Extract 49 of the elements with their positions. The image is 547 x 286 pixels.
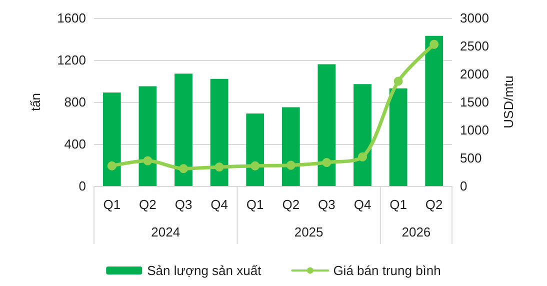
y-tick-label: 1200 xyxy=(57,52,86,68)
y-tick-label: 400 xyxy=(64,136,86,152)
bar xyxy=(318,64,336,186)
x-tick-label: Q4 xyxy=(354,197,372,212)
y2-tick-label: 1500 xyxy=(460,94,489,110)
x-tick-label: Q4 xyxy=(210,197,228,212)
point xyxy=(430,40,439,49)
point xyxy=(179,164,188,174)
x-tick-label: Q1 xyxy=(390,197,407,212)
point xyxy=(143,156,152,166)
bar xyxy=(210,78,228,186)
bar xyxy=(246,114,264,186)
x-tick-label: Q1 xyxy=(103,197,121,212)
point xyxy=(394,76,403,86)
y-tick-label: 800 xyxy=(64,94,86,110)
x-tick-label: Q3 xyxy=(174,197,192,212)
y2-tick-label: 500 xyxy=(460,150,482,166)
point xyxy=(358,152,367,162)
y-tick-label: 1600 xyxy=(57,10,86,26)
point xyxy=(322,158,332,167)
bar xyxy=(282,107,300,186)
point xyxy=(286,160,296,170)
y2-tick-label: 1000 xyxy=(460,122,489,138)
x-tick-label: Q3 xyxy=(318,197,336,212)
y-tick-label: 0 xyxy=(78,178,86,194)
y2-tick-label: 2000 xyxy=(460,66,489,82)
bar xyxy=(174,74,192,186)
x-tick-label: Q2 xyxy=(282,197,300,212)
point xyxy=(107,161,116,170)
y2-tick-label: 2500 xyxy=(460,38,489,54)
bar xyxy=(425,36,444,186)
x-tick-label: Q2 xyxy=(425,197,443,212)
text: 2024 xyxy=(151,224,180,240)
x-tick-label: Q2 xyxy=(139,197,156,212)
bar xyxy=(354,84,372,186)
bar xyxy=(389,88,408,186)
point xyxy=(250,161,260,170)
y-axis-title: tấn xyxy=(28,92,43,112)
text: 2025 xyxy=(294,224,324,240)
x-tick-label: Q1 xyxy=(246,197,264,212)
point xyxy=(214,162,224,172)
y2-axis-title: USD/mtu xyxy=(501,76,516,128)
bar xyxy=(102,92,121,186)
bar xyxy=(138,86,157,186)
legend-label: Sản lượng sản xuất xyxy=(147,263,262,278)
legend-label: Giá bán trung bình xyxy=(333,263,441,278)
y2-tick-label: 0 xyxy=(460,178,468,194)
text: 2026 xyxy=(402,224,431,240)
y2-tick-label: 3000 xyxy=(460,10,489,26)
